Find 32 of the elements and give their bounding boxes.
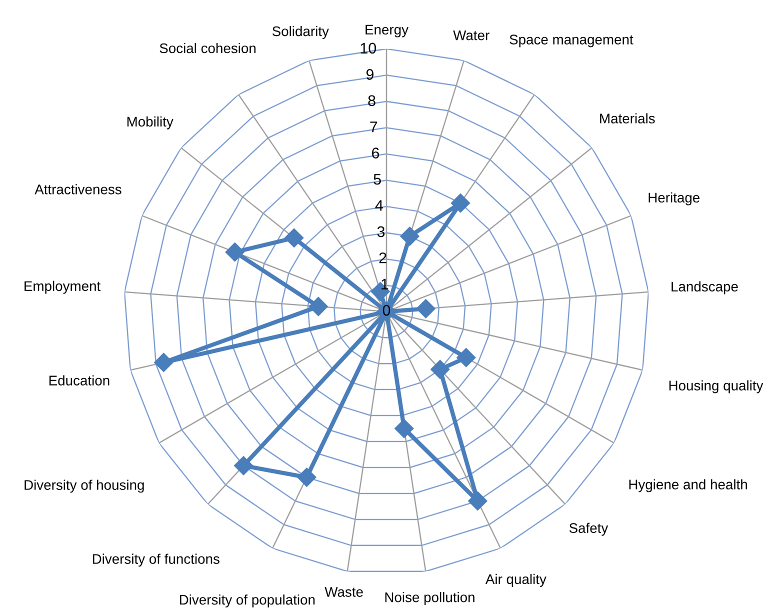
spoke-label: Landscape [672,281,738,294]
y-tick-label: 8 [368,95,376,106]
spoke-label: Waste [324,587,363,597]
y-tick-label: 3 [377,226,385,238]
spoke-label: Energy [366,24,408,38]
spoke-label: Noise pollution [385,592,474,605]
spoke-label: Housing quality [669,380,764,394]
y-tick-label: 4 [375,200,383,211]
spoke-label: Education [49,375,110,386]
y-tick-label: 10 [360,42,376,54]
spoke-label: Hygiene and health [629,479,747,492]
spoke-label: Diversity of housing [24,480,144,493]
spoke-label: Diversity of population [180,594,315,608]
spoke-label: Air quality [485,574,546,587]
spoke-label: Mobility [127,116,174,130]
spoke-label: Water [453,30,490,40]
spoke-label: Materials [600,113,655,124]
y-tick-label: 9 [366,69,374,80]
y-tick-label: 1 [382,278,388,290]
y-tick-label: 2 [379,252,386,264]
y-tick-label: 0 [382,304,390,316]
spoke-label: Diversity of functions [92,554,220,567]
spoke-label: Employment [24,280,101,294]
spoke-label: Attractiveness [34,184,122,194]
y-tick-label: 5 [374,174,381,185]
spoke-label: Safety [569,522,608,536]
spoke-label: Heritage [648,192,700,206]
y-tick-label: 7 [370,122,378,132]
y-tick-label: 6 [372,148,380,158]
spoke-label: Solidarity [272,26,329,39]
spoke-label: Social cohesion [160,42,256,54]
spoke-label: Space management [510,34,634,48]
